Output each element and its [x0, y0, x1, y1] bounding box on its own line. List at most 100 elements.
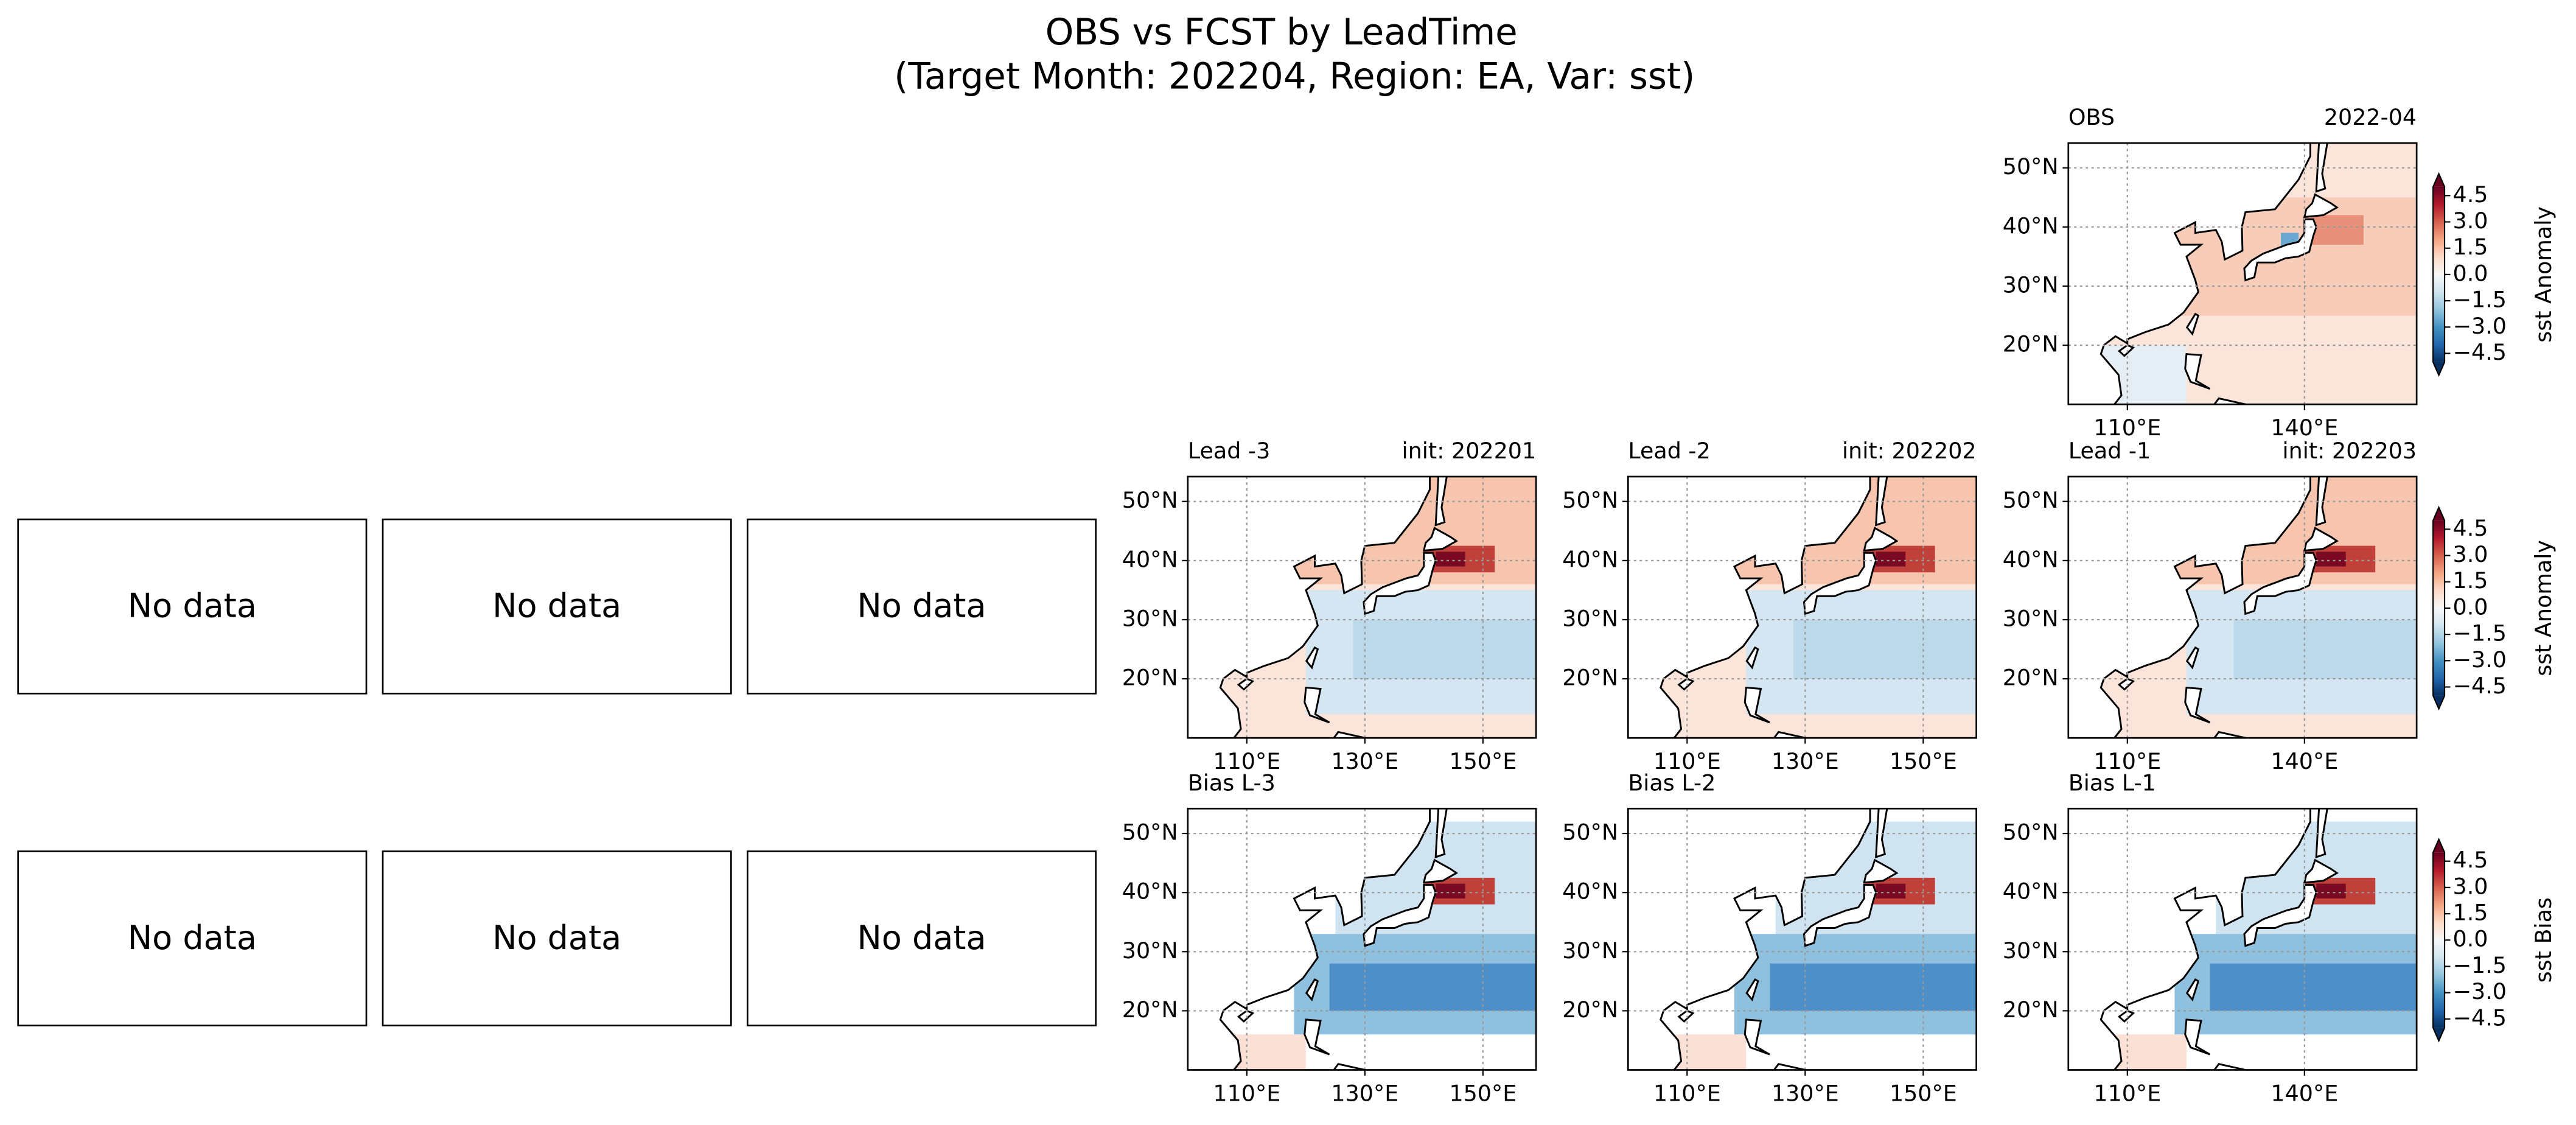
map-field	[1628, 476, 1977, 738]
colorbar-tick-label: −3.0	[2453, 647, 2507, 673]
figure-title: OBS vs FCST by LeadTime	[1045, 12, 1518, 54]
panel-title-left: Lead -2	[1628, 438, 1710, 464]
coastline	[2184, 1018, 2211, 1056]
colorbar-tick-label: −1.5	[2453, 952, 2507, 978]
coastline	[2184, 686, 2211, 724]
y-tick-label: 50°N	[1122, 487, 1178, 513]
x-tick-label: 130°E	[1331, 748, 1398, 774]
y-tick-label: 50°N	[1562, 819, 1618, 846]
coastline	[1745, 646, 1759, 670]
field-patch	[1793, 619, 1977, 679]
coastline	[1744, 686, 1770, 724]
coastline	[1773, 731, 1807, 738]
colorbar	[2433, 852, 2445, 1028]
colorbar-outline	[2432, 837, 2446, 1043]
coastline	[2185, 312, 2200, 336]
colorbar-tick-label: −1.5	[2453, 287, 2507, 313]
coastline	[1422, 527, 1458, 552]
coastline	[2243, 552, 2317, 615]
empty-panel	[17, 518, 368, 695]
coastline	[2185, 646, 2200, 670]
x-tick-label: 130°E	[1331, 1081, 1398, 1107]
map-frame	[2067, 142, 2418, 405]
coastline	[2185, 978, 2200, 1002]
y-tick-label: 20°N	[2003, 997, 2059, 1023]
field-patch	[2316, 883, 2346, 899]
empty-panel	[382, 850, 732, 1026]
colorbar-tick-label: −3.0	[2453, 978, 2507, 1004]
y-tick-label: 30°N	[1122, 938, 1178, 964]
map-frame	[1187, 807, 1537, 1071]
field-patch	[1876, 552, 1906, 567]
colorbar-outline	[2432, 505, 2446, 711]
y-tick-label: 20°N	[1562, 997, 1618, 1023]
y-tick-label: 50°N	[2003, 487, 2059, 513]
coastline	[1744, 1018, 1770, 1056]
coastline	[1332, 1063, 1367, 1070]
field-patch	[2316, 552, 2346, 567]
x-tick-label: 140°E	[2271, 748, 2338, 774]
empty-panel-label: No data	[128, 587, 257, 625]
y-tick-label: 20°N	[2003, 331, 2059, 357]
y-tick-label: 30°N	[1122, 605, 1178, 631]
coastline	[1628, 476, 1871, 738]
coastline	[2243, 218, 2317, 282]
empty-panel-label: No data	[857, 587, 986, 625]
coastline	[2068, 476, 2311, 738]
coastline	[1773, 1063, 1807, 1070]
coastline	[1745, 978, 1759, 1002]
empty-panel-label: No data	[492, 587, 621, 625]
y-tick-label: 30°N	[1562, 938, 1618, 964]
x-tick-label: 140°E	[2271, 415, 2338, 441]
coastline	[1803, 884, 1877, 947]
map-field	[2068, 476, 2417, 738]
empty-panel	[17, 850, 368, 1026]
panel-title-left: OBS	[2068, 104, 2115, 130]
map-frame	[2067, 475, 2418, 739]
coastline	[2213, 731, 2248, 738]
coastline	[1677, 1009, 1695, 1023]
map-frame	[2067, 807, 2418, 1071]
y-tick-label: 50°N	[2003, 153, 2059, 180]
coastline	[1305, 646, 1319, 670]
colorbar-tick-label: 1.5	[2453, 567, 2488, 594]
coastline	[2303, 858, 2339, 884]
coastline	[2117, 1009, 2135, 1023]
y-tick-label: 40°N	[2003, 546, 2059, 572]
panel-title-right: init: 202201	[1402, 438, 1537, 464]
y-tick-label: 40°N	[2003, 878, 2059, 905]
map-field	[1628, 808, 1977, 1070]
colorbar-tick-label: −4.5	[2453, 673, 2507, 699]
colorbar-tick-label: −1.5	[2453, 620, 2507, 647]
colorbar-extend-min	[2433, 695, 2445, 709]
colorbar-tick-label: 0.0	[2453, 594, 2488, 620]
colorbar-label: sst Bias	[2530, 897, 2557, 983]
field-patch	[2210, 963, 2417, 1011]
colorbar-tick-label: −4.5	[2453, 339, 2507, 365]
x-tick-label: 110°E	[2093, 415, 2161, 441]
map-field	[2068, 808, 2417, 1070]
x-tick-label: 110°E	[1213, 1081, 1280, 1107]
colorbar-label: sst Anomaly	[2530, 540, 2557, 676]
coastline	[2068, 142, 2311, 405]
colorbar-label: sst Anomaly	[2530, 206, 2557, 343]
y-tick-label: 30°N	[1562, 605, 1618, 631]
coastline	[1677, 678, 1695, 691]
colorbar-tick-label: 3.0	[2453, 208, 2488, 234]
panel-title-left: Bias L-1	[2068, 769, 2156, 796]
map-frame	[1627, 807, 1977, 1071]
panel-title-right: init: 202203	[2283, 438, 2417, 464]
empty-panel-label: No data	[492, 919, 621, 957]
colorbar	[2433, 186, 2445, 362]
panel-title-left: Lead -3	[1188, 438, 1270, 464]
colorbar-tick-label: 0.0	[2453, 260, 2488, 286]
coastline	[1422, 858, 1458, 884]
colorbar	[2433, 520, 2445, 696]
coastline	[1305, 978, 1319, 1002]
field-patch	[1876, 883, 1906, 899]
colorbar-extend-max	[2433, 173, 2445, 187]
empty-panel	[746, 850, 1097, 1026]
coastline	[1863, 527, 1899, 552]
coastline	[1332, 731, 1367, 738]
